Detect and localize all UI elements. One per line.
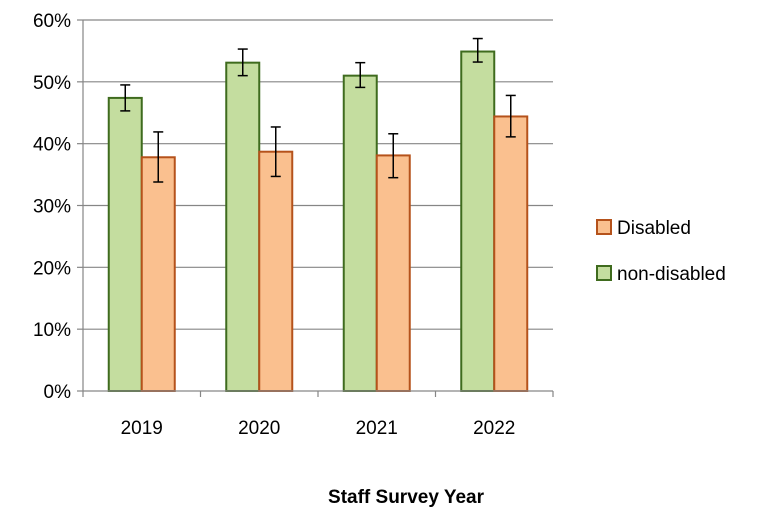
y-tick-label: 30% [33, 197, 71, 218]
x-tick-labels: 2019 2020 2021 2022 [82, 391, 554, 439]
x-tick-label: 2020 [238, 418, 280, 439]
x-tick-label: 2019 [121, 418, 163, 439]
bar [493, 115, 529, 393]
y-tick-labels: 0% 10% 20% 30% 40% 50% 60% [33, 11, 83, 403]
bar [107, 96, 143, 392]
bar [258, 150, 294, 392]
x-axis-title: Staff Survey Year [328, 487, 485, 508]
bars [107, 50, 529, 393]
legend-swatch [596, 219, 612, 235]
y-tick-label: 50% [33, 73, 71, 94]
x-tick-label: 2022 [473, 418, 515, 439]
bar [342, 74, 378, 393]
y-tick-label: 60% [33, 11, 71, 32]
y-tick-label: 0% [44, 382, 72, 403]
y-tick-label: 20% [33, 258, 71, 279]
legend-label: non-disabled [617, 264, 726, 285]
bar [225, 61, 261, 392]
legend-swatch [596, 265, 612, 281]
bar [375, 154, 411, 392]
x-tick-label: 2021 [356, 418, 398, 439]
y-tick-label: 40% [33, 135, 71, 156]
bar [460, 50, 496, 392]
y-tick-label: 10% [33, 320, 71, 341]
bar [140, 156, 176, 392]
legend: Disabled non-disabled [596, 218, 726, 285]
legend-label: Disabled [617, 218, 691, 239]
error-bars [120, 37, 516, 183]
